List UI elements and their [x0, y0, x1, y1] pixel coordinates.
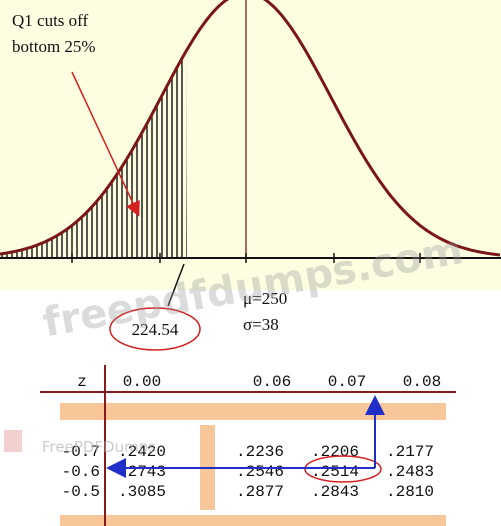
table-cell: -0.5 [62, 483, 100, 501]
table-cell: .2420 [118, 443, 166, 461]
table-cell: .2843 [311, 483, 359, 501]
table-cell: .2743 [118, 463, 166, 481]
table-band [60, 515, 446, 526]
annotation-line: bottom 25% [12, 37, 96, 56]
normal-curve [0, 0, 501, 257]
table-header: 0.07 [328, 373, 366, 391]
table-cell: -0.7 [62, 443, 100, 461]
table-header: 0.06 [253, 373, 291, 391]
table-cell: .2206 [311, 443, 359, 461]
table-header: z [77, 373, 87, 391]
table-header: 0.00 [123, 373, 161, 391]
table-header: 0.08 [403, 373, 441, 391]
table-cell: .2546 [236, 463, 284, 481]
table-cell: .2177 [386, 443, 434, 461]
curve-panel [0, 0, 501, 290]
annotation-arrow [71, 71, 140, 217]
table-cell: .3085 [118, 483, 166, 501]
cutoff-circle [109, 307, 201, 351]
sd-label: σ=38 [243, 315, 279, 334]
table-cell: .2236 [236, 443, 284, 461]
watermark: FreePDFDumps [42, 438, 156, 456]
annotation-line: Q1 cuts off [12, 11, 89, 30]
cutoff-pointer [167, 263, 185, 307]
cutoff-value: 224.54 [132, 320, 179, 339]
table-cell: .2810 [386, 483, 434, 501]
table-cell: .2877 [236, 483, 284, 501]
axis-ticks [71, 253, 421, 263]
table-band [60, 403, 446, 420]
table-cell: -0.6 [62, 463, 100, 481]
watermark-logo [4, 430, 22, 452]
mean-label: μ=250 [243, 289, 287, 308]
table-cell: .2483 [386, 463, 434, 481]
